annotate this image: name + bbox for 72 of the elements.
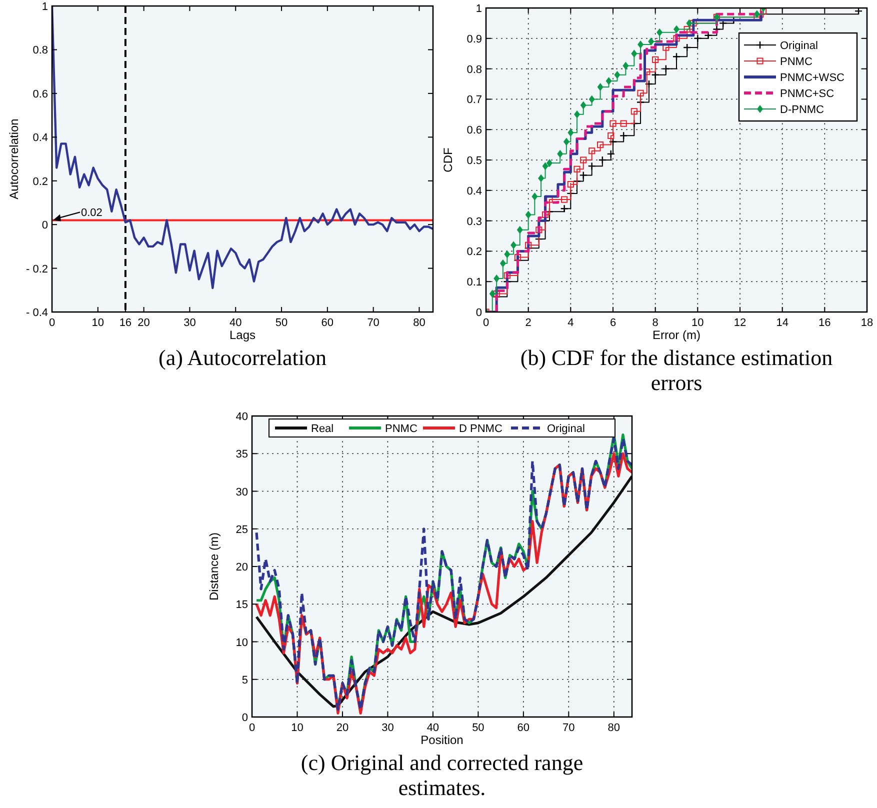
text: (a) Autocorrelation [158, 345, 326, 370]
legend-label: D-PNMC [780, 104, 824, 116]
y-tick-label: 0.2 [466, 246, 482, 258]
x-tick-label: 12 [734, 317, 746, 329]
legend-label: PNMC+WSC [780, 72, 845, 84]
y-tick-label: 40 [236, 411, 248, 423]
x-tick-label: 70 [367, 317, 380, 329]
y-tick-label: 35 [236, 448, 248, 461]
x-axis-title: Error (m) [652, 328, 700, 342]
y-axis-title: CDF [441, 148, 455, 172]
y-tick-label: 0.8 [466, 64, 482, 76]
x-tick-label: 60 [517, 722, 530, 734]
x-tick-label: 70 [562, 722, 575, 734]
text: (c) Original and corrected range estimates. [300, 750, 584, 800]
y-tick-label: 0.3 [466, 216, 482, 228]
x-tick-label: 10 [692, 317, 704, 329]
x-tick-label: 30 [382, 722, 394, 734]
x-tick-label: 6 [610, 317, 616, 329]
text: (b) CDF for the distance estimation errors [520, 345, 833, 395]
x-tick-label: 20 [138, 317, 150, 329]
x-tick-label: 30 [184, 317, 196, 329]
y-tick-label: 30 [236, 486, 248, 498]
x-tick-label: 16 [119, 317, 132, 329]
y-tick-label: 0.7 [466, 94, 482, 106]
legend-label: PNMC [780, 56, 812, 68]
y-tick-label: 0.6 [32, 88, 48, 100]
y-tick-label: - 0.2 [26, 263, 48, 276]
legend-label: PNMC+SC [780, 88, 834, 100]
x-tick-label: 60 [321, 317, 334, 329]
y-axis-title: Autocorrelation [7, 118, 21, 200]
legend-label: Original [547, 423, 585, 435]
y-tick-label: 0 [476, 307, 482, 319]
y-tick-label: 0.8 [32, 44, 48, 57]
y-tick-label: 0.9 [466, 33, 482, 46]
y-tick-label: 0.5 [466, 155, 482, 167]
x-tick-label: 8 [652, 317, 658, 329]
x-tick-label: 10 [92, 317, 104, 329]
legend-label: PNMC [385, 423, 418, 435]
y-tick-label: 0.2 [32, 176, 48, 188]
y-tick-label: 0.4 [466, 185, 482, 198]
x-tick-label: 20 [336, 722, 349, 734]
y-tick-label: 0 [42, 220, 48, 232]
legend-label: D PNMC [459, 423, 502, 435]
x-tick-label: 18 [860, 317, 874, 329]
y-tick-label: 25 [236, 524, 248, 536]
x-tick-label: 10 [291, 722, 304, 734]
x-tick-label: 4 [568, 317, 574, 329]
y-tick-label: 10 [236, 636, 248, 649]
y-axis-title: Distance (m) [207, 532, 221, 601]
x-tick-label: 40 [426, 722, 440, 734]
x-tick-label: 14 [776, 317, 788, 329]
y-tick-label: 15 [236, 599, 248, 612]
x-axis-title: Lags [229, 328, 256, 342]
y-tick-label: 0.1 [466, 276, 482, 289]
y-tick-label: - 0.4 [26, 307, 48, 319]
x-tick-label: 2 [525, 317, 532, 329]
y-tick-label: 0.4 [32, 132, 48, 144]
x-tick-label: 80 [608, 722, 620, 734]
y-tick-label: 5 [242, 674, 248, 686]
y-tick-label: 1 [476, 3, 482, 15]
y-tick-label: 20 [236, 562, 248, 574]
x-tick-label: 50 [472, 722, 484, 734]
legend-label: Original [780, 40, 818, 52]
x-tick-label: 80 [413, 317, 426, 329]
x-tick-label: 16 [818, 317, 831, 329]
y-tick-label: 0.6 [466, 124, 482, 137]
annotation: 0.02 [81, 207, 102, 220]
y-tick-label: 0 [242, 712, 248, 724]
x-tick-label: 50 [275, 317, 288, 329]
y-tick-label: 1 [42, 1, 48, 13]
x-axis-title: Position [420, 733, 464, 747]
legend-label: Real [311, 423, 334, 435]
